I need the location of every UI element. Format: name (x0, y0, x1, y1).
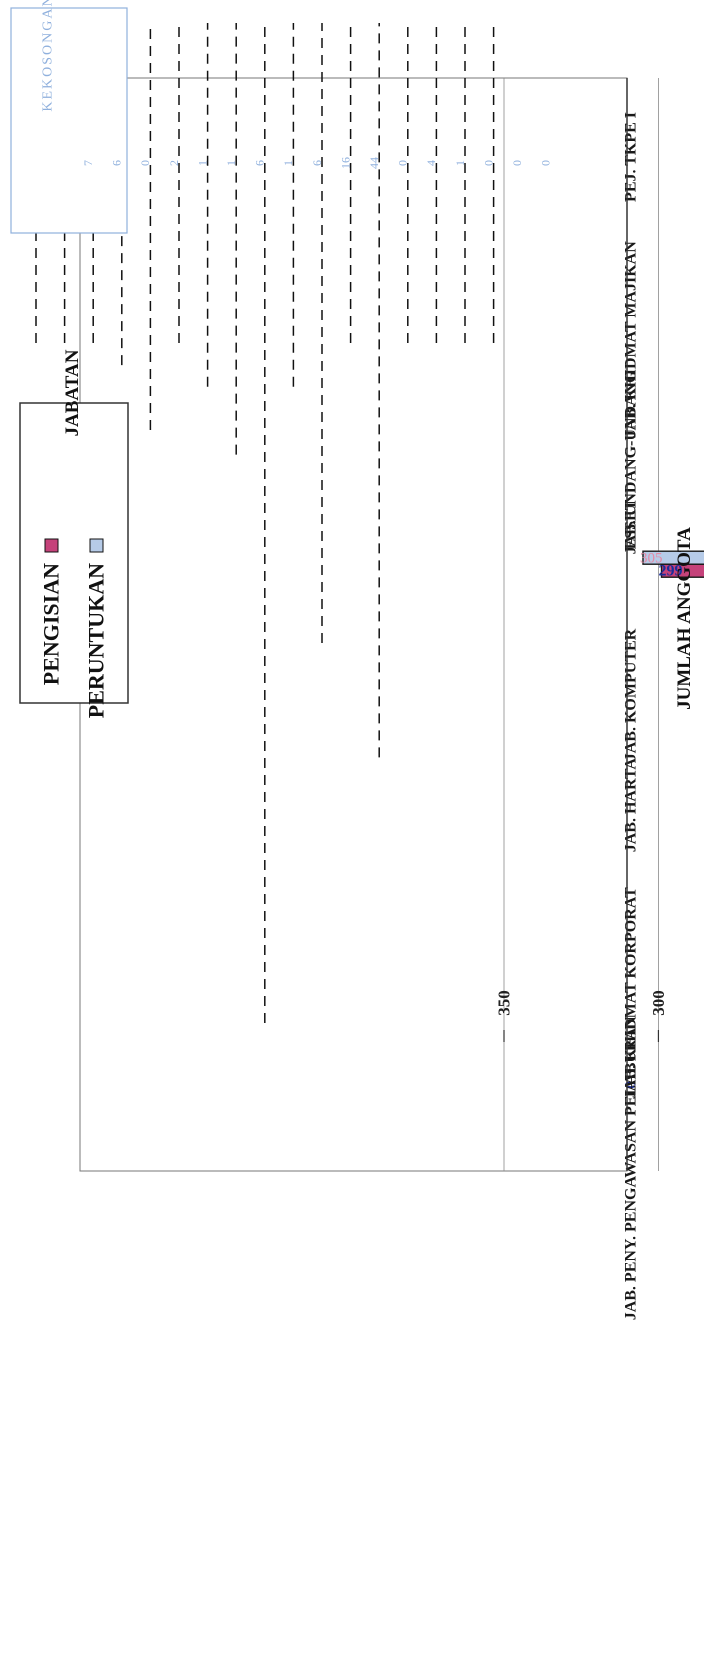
kekosongan-value: 0 (396, 160, 410, 166)
plot-frame (79, 77, 628, 1172)
legend-swatch-peruntukan (89, 538, 104, 553)
category-label: JAB. KOMPUTER (623, 628, 640, 761)
legend-swatch-pengisian (44, 538, 59, 553)
category-label: JAB. KHIDMAT KORPORAT (623, 887, 640, 1099)
category-label: JAB. HARTA (623, 758, 640, 853)
kekosongan-value: 1 (195, 160, 209, 166)
tick-label: 300 (649, 990, 668, 1016)
kekosongan-value: 6 (110, 160, 124, 166)
kekosongan-value: 2 (167, 160, 181, 166)
kekosongan-value: 1 (453, 160, 467, 166)
kekosongan-value: 1 (224, 160, 238, 166)
kekosongan-value: 7 (81, 160, 95, 166)
category-label: JAB. KHIDMAT MAJIKAN (623, 241, 640, 439)
kekosongan-value: 0 (510, 160, 524, 166)
bar-pengisian (660, 563, 704, 578)
tick-label: 350 (495, 990, 514, 1016)
legend-label-pengisian: PENGISIAN (39, 563, 64, 685)
data-label-pengisian: 299 (659, 563, 683, 580)
category-label: PEJ. TKPE I (623, 112, 640, 202)
kekosongan-value: 6 (310, 160, 324, 166)
kekosongan-value: 0 (481, 160, 495, 166)
legend-box (19, 402, 129, 704)
data-label-peruntukan: 305 (640, 551, 663, 567)
kekosongan-value: 6 (253, 160, 267, 166)
kekosongan-value: 0 (138, 160, 152, 166)
legend-label-peruntukan: PERUNTUKAN (84, 563, 109, 718)
kekosongan-value: 0 (539, 160, 553, 166)
kekosongan-value: 4 (424, 160, 438, 166)
bar-peruntukan (642, 550, 704, 565)
kekosongan-box (10, 7, 128, 234)
x-axis-title: JUMLAH ANGGOTA (674, 527, 695, 710)
y-axis-title: JABATAN (62, 349, 83, 436)
kekosongan-title: KEKOSONGAN (41, 0, 56, 112)
kekosongan-value: 16 (338, 157, 352, 169)
kekosongan-value: 1 (281, 160, 295, 166)
kekosongan-value: 44 (367, 157, 381, 169)
category-label: 0 (623, 1081, 640, 1089)
